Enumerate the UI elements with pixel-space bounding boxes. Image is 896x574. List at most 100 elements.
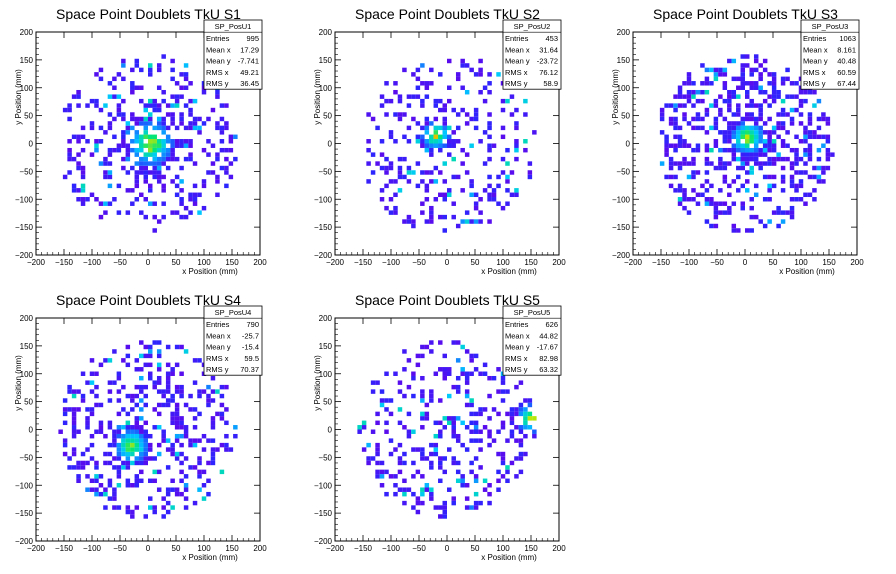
- histogram-cell: [686, 98, 692, 104]
- histogram-cell: [411, 474, 416, 479]
- histogram-cell: [125, 433, 131, 439]
- histogram-cell: [402, 425, 407, 430]
- histogram-cell: [771, 81, 777, 86]
- histogram-cell: [116, 389, 122, 394]
- histogram-cell: [76, 161, 81, 166]
- x-tick-label: 200: [253, 258, 267, 267]
- x-tick-label: −50: [710, 258, 724, 267]
- histogram-cell: [397, 460, 403, 466]
- histogram-cell: [94, 139, 99, 144]
- histogram-cell: [415, 134, 421, 140]
- histogram-cell: [460, 478, 465, 484]
- histogram-cell: [112, 147, 117, 153]
- histogram-cell: [201, 121, 207, 126]
- histogram-cell: [170, 393, 175, 399]
- histogram-cell: [393, 447, 398, 452]
- histogram-cell: [659, 107, 665, 113]
- histogram-cell: [379, 139, 385, 144]
- histogram-cell: [139, 353, 144, 359]
- histogram-cell: [397, 469, 403, 475]
- histogram-cell: [745, 130, 750, 135]
- histogram-cell: [442, 125, 447, 131]
- histogram-cell: [107, 358, 113, 363]
- histogram-cell: [673, 125, 678, 131]
- histogram-cell: [116, 505, 122, 510]
- histogram-cell: [361, 425, 367, 430]
- histogram-cell: [210, 447, 216, 452]
- histogram-cell: [174, 456, 180, 461]
- histogram-cell: [192, 442, 198, 448]
- histogram-cell: [429, 214, 434, 220]
- histogram-cell: [406, 358, 412, 363]
- histogram-cell: [442, 505, 447, 510]
- histogram-cell: [183, 72, 189, 77]
- histogram-cell: [148, 375, 153, 381]
- histogram-cell: [156, 380, 162, 385]
- histogram-cell: [527, 170, 533, 175]
- histogram-cell: [125, 170, 131, 175]
- histogram-cell: [112, 505, 117, 510]
- histogram-cell: [228, 161, 234, 166]
- histogram-cell: [228, 447, 234, 452]
- histogram-cell: [780, 112, 786, 117]
- histogram-cell: [201, 389, 207, 394]
- histogram-cell: [816, 174, 822, 180]
- histogram-cell: [152, 214, 157, 220]
- histogram-cell: [785, 210, 790, 215]
- histogram-cell: [152, 152, 157, 157]
- histogram-cell: [139, 384, 144, 390]
- histogram-cell: [464, 483, 470, 488]
- histogram-cell: [139, 147, 144, 153]
- histogram-cell: [139, 447, 144, 452]
- histogram-cell: [71, 156, 77, 162]
- histogram-cell: [460, 58, 465, 64]
- histogram-cell: [794, 152, 799, 157]
- histogram-cell: [148, 112, 153, 117]
- stats-value: 59.5: [244, 354, 259, 363]
- histogram-cell: [455, 112, 461, 117]
- histogram-cell: [224, 433, 229, 439]
- stats-value: 40.48: [837, 57, 856, 66]
- histogram-cell: [460, 219, 465, 224]
- histogram-cell: [745, 112, 750, 117]
- histogram-cell: [76, 197, 81, 202]
- y-axis-label: y Position (mm): [313, 69, 322, 125]
- histogram-cell: [125, 143, 131, 148]
- histogram-cell: [527, 398, 533, 403]
- histogram-cell: [429, 205, 434, 211]
- x-tick-label: 100: [496, 544, 510, 553]
- histogram-cell: [139, 156, 144, 162]
- stats-value: 31.64: [539, 45, 558, 54]
- histogram-cell: [89, 152, 95, 157]
- histogram-cell: [98, 474, 104, 479]
- histogram-cell: [753, 125, 759, 131]
- histogram-cell: [664, 152, 669, 157]
- histogram-cell: [148, 67, 153, 73]
- histogram-cell: [740, 201, 745, 206]
- histogram-cell: [134, 139, 140, 144]
- histogram-cell: [143, 121, 148, 126]
- histogram-cell: [130, 85, 135, 90]
- histogram-cell: [98, 491, 104, 497]
- histogram-cell: [116, 375, 122, 381]
- histogram-cell: [482, 130, 488, 135]
- histogram-cell: [388, 398, 394, 403]
- histogram-cell: [170, 487, 175, 492]
- histogram-cell: [165, 389, 171, 394]
- histogram-cell: [179, 389, 184, 394]
- x-tick-label: −100: [680, 258, 699, 267]
- histogram-cell: [76, 103, 81, 108]
- histogram-cell: [789, 165, 795, 171]
- histogram-cell: [375, 125, 380, 131]
- histogram-cell: [112, 429, 117, 434]
- histogram-cell: [668, 103, 674, 108]
- histogram-cell: [709, 81, 714, 86]
- histogram-cell: [447, 98, 452, 104]
- histogram-cell: [500, 125, 506, 131]
- histogram-cell: [762, 98, 768, 104]
- histogram-panel-2: Space Point Doublets TkU S2−200−200−150−…: [313, 6, 566, 276]
- x-tick-label: −50: [412, 544, 426, 553]
- stats-box-name: SP_PosU2: [514, 22, 551, 31]
- histogram-cell: [206, 393, 211, 399]
- histogram-cell: [219, 125, 225, 131]
